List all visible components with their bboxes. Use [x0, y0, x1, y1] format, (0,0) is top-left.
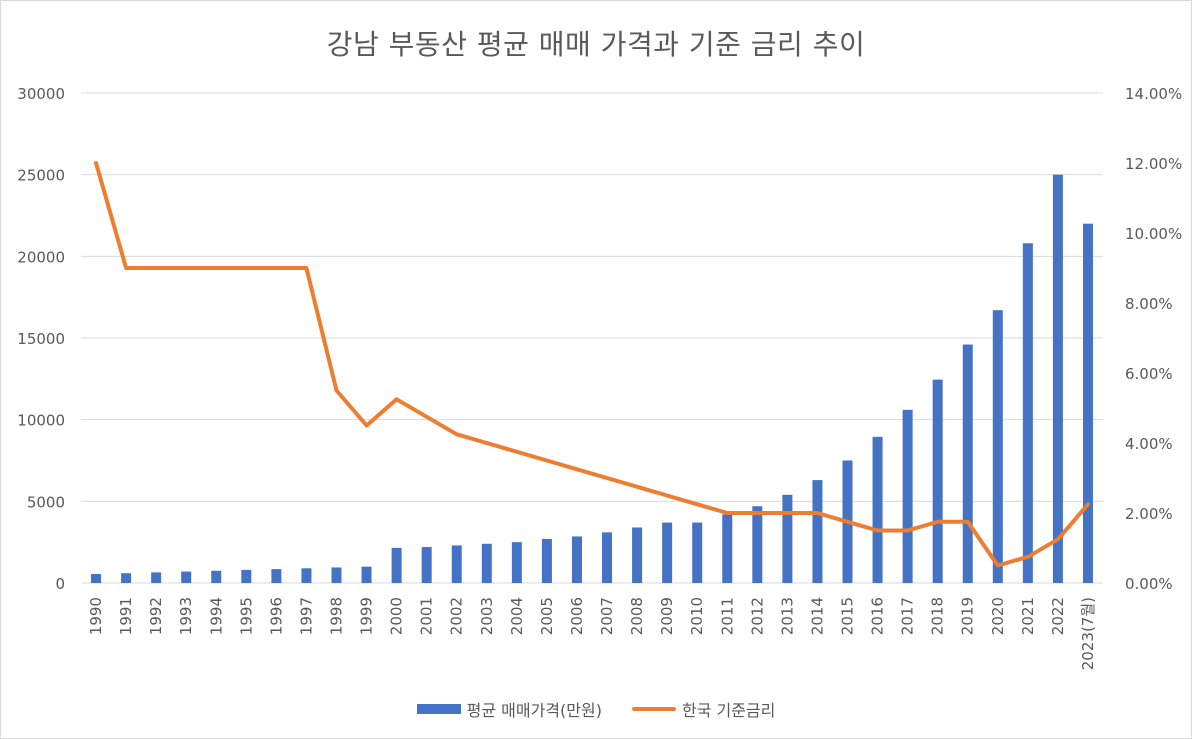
x-tick-label: 1991: [117, 597, 135, 635]
bar: [151, 572, 162, 583]
y-right-tick-label: 14.00%: [1125, 85, 1182, 103]
series-line: [94, 161, 1090, 568]
bar: [541, 538, 552, 583]
bar: [211, 570, 222, 583]
x-tick-label: 1998: [328, 597, 346, 635]
bar: [301, 568, 312, 583]
x-tick-label: 2009: [658, 597, 676, 635]
bar: [1052, 174, 1063, 583]
bar: [241, 569, 252, 583]
bar: [812, 480, 823, 583]
x-tick-label: 2003: [478, 597, 496, 635]
bar: [421, 547, 432, 583]
x-tick-label: 1997: [297, 597, 315, 635]
bar: [992, 310, 1003, 583]
y-right-tick-label: 8.00%: [1125, 295, 1173, 313]
legend: 평균 매매가격(만원) 한국 기준금리: [1, 697, 1191, 721]
bar: [932, 379, 943, 583]
x-tick-label: 2023(7월): [1079, 597, 1097, 670]
x-tick-label: 1993: [177, 597, 195, 635]
bar: [91, 574, 102, 583]
y-left-tick-label: 30000: [17, 85, 65, 103]
y-left-tick-label: 5000: [27, 493, 65, 511]
x-tick-label: 1992: [147, 597, 165, 635]
bar: [962, 344, 973, 583]
legend-bar-label: 평균 매매가격(만원): [466, 701, 602, 720]
x-tick-label: 2017: [899, 597, 917, 635]
bar: [1082, 223, 1093, 583]
bar: [722, 514, 733, 583]
bar: [481, 543, 492, 583]
legend-item-line: 한국 기준금리: [631, 697, 776, 721]
bar: [451, 545, 462, 583]
x-tick-label: 2007: [598, 597, 616, 635]
legend-line-label: 한국 기준금리: [681, 701, 776, 720]
y-right-tick-label: 6.00%: [1125, 365, 1173, 383]
x-tick-label: 2006: [568, 597, 586, 635]
bar: [391, 547, 402, 583]
x-tick-label: 1994: [207, 597, 225, 635]
x-tick-label: 1999: [358, 597, 376, 635]
bar: [181, 571, 192, 583]
bar: [271, 569, 282, 583]
y-left-tick-label: 20000: [17, 248, 65, 266]
bar: [782, 494, 793, 583]
x-tick-label: 2022: [1049, 597, 1067, 635]
x-tick-label: 2018: [929, 597, 947, 635]
x-tick-label: 1995: [237, 597, 255, 635]
y-right-tick-label: 4.00%: [1125, 435, 1173, 453]
bar: [632, 527, 643, 583]
y-right-tick-label: 2.00%: [1125, 505, 1173, 523]
x-tick-label: 2008: [628, 597, 646, 635]
bar: [361, 566, 372, 583]
y-left-tick-label: 10000: [17, 412, 65, 430]
x-tick-label: 2013: [778, 597, 796, 635]
x-tick-label: 2014: [808, 597, 826, 635]
x-tick-label: 2004: [508, 597, 526, 635]
bar: [602, 532, 613, 583]
bar: [662, 522, 673, 583]
y-right-tick-label: 12.00%: [1125, 155, 1182, 173]
bar: [331, 567, 342, 583]
x-tick-label: 2019: [959, 597, 977, 635]
bar: [752, 506, 763, 583]
x-tick-label: 2000: [388, 597, 406, 635]
x-tick-label: 2002: [448, 597, 466, 635]
x-tick-label: 2011: [718, 597, 736, 635]
y-right-tick-label: 0.00%: [1125, 575, 1173, 593]
x-tick-label: 1996: [267, 597, 285, 635]
bar: [511, 542, 522, 583]
x-tick-label: 2016: [869, 597, 887, 635]
bar: [571, 536, 582, 583]
bar: [692, 522, 703, 583]
x-tick-label: 2010: [688, 597, 706, 635]
y-left-tick-label: 25000: [17, 167, 65, 185]
bar: [1022, 243, 1033, 583]
x-tick-label: 2020: [989, 597, 1007, 635]
x-tick-label: 2015: [839, 597, 857, 635]
x-tick-label: 2005: [538, 597, 556, 635]
x-tick-label: 1990: [87, 597, 105, 635]
legend-item-bar: 평균 매매가격(만원): [416, 697, 602, 721]
legend-line-swatch: [631, 707, 676, 711]
y-right-tick-label: 10.00%: [1125, 225, 1182, 243]
chart-title: 강남 부동산 평균 매매 가격과 기준 금리 추이: [326, 28, 866, 61]
x-tick-label: 2001: [418, 597, 436, 635]
x-tick-label: 2012: [748, 597, 766, 635]
y-left-tick-label: 15000: [17, 330, 65, 348]
legend-bar-swatch: [416, 704, 461, 714]
bar: [121, 573, 132, 583]
bar: [902, 409, 913, 583]
bar: [872, 436, 883, 583]
y-left-tick-label: 0: [55, 575, 65, 593]
x-tick-label: 2021: [1019, 597, 1037, 635]
